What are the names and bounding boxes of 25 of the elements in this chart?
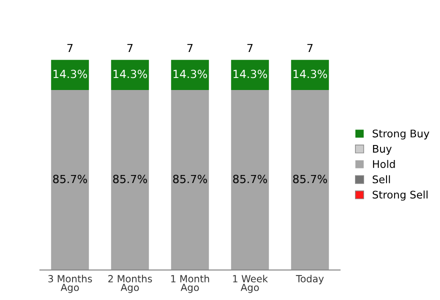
annotation: 7 [247,44,253,52]
legend-label: Sell [372,175,390,184]
x-tick-label: 3 Months Ago [48,274,92,293]
x-tick-label: 1 Month Ago [171,274,210,293]
legend-label: Strong Buy [372,130,430,140]
data-label: 14.3% [234,70,268,78]
x-tick-label: Today [296,274,324,284]
data-label: 85.7% [233,174,268,184]
data-label: 85.7% [293,174,328,184]
legend-label: Hold [373,160,395,168]
annotation: 7 [187,44,193,52]
annotation: 7 [127,44,133,52]
data-label: 14.3% [54,70,88,78]
x-tick-label: 2 Months Ago [108,274,152,293]
data-label: 85.7% [173,174,208,184]
x-tick-label: 1 Week Ago [233,274,268,293]
data-label: 85.7% [113,174,148,184]
data-label: 14.3% [114,70,148,78]
data-label: 85.7% [53,174,88,184]
annotation: 7 [307,44,313,52]
legend-label: Buy [373,144,392,155]
data-label: 14.3% [294,70,328,78]
annotation: 7 [67,44,73,52]
data-label: 14.3% [174,70,208,78]
legend-label: Strong Sell [372,190,428,201]
